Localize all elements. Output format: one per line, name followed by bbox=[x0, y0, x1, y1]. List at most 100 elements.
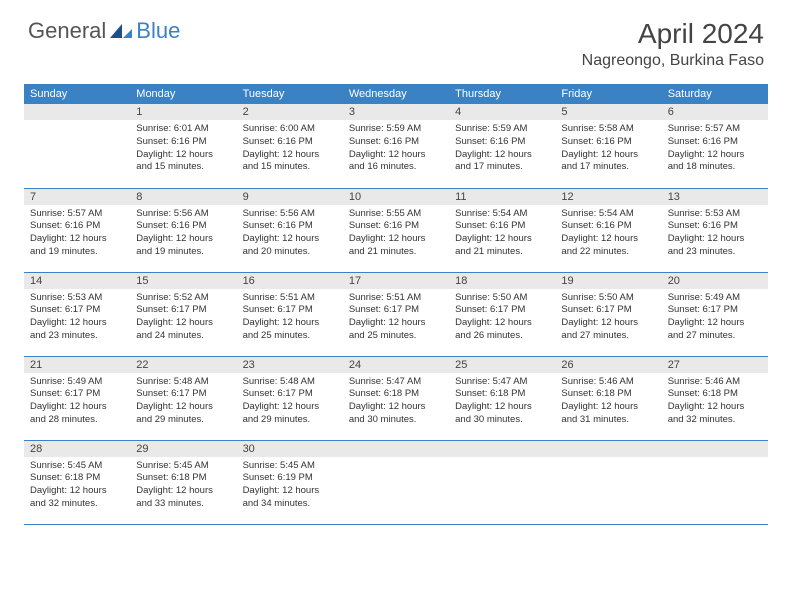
sunrise-line: Sunrise: 5:53 AM bbox=[30, 292, 124, 305]
sunset-line: Sunset: 6:17 PM bbox=[561, 304, 655, 317]
day-details: Sunrise: 5:57 AMSunset: 6:16 PMDaylight:… bbox=[24, 205, 130, 263]
sunset-line: Sunset: 6:16 PM bbox=[136, 136, 230, 149]
day-number: 15 bbox=[130, 273, 236, 289]
day-cell: 13Sunrise: 5:53 AMSunset: 6:16 PMDayligh… bbox=[662, 188, 768, 272]
day-cell: 18Sunrise: 5:50 AMSunset: 6:17 PMDayligh… bbox=[449, 272, 555, 356]
day-header: Sunday bbox=[24, 84, 130, 104]
sunset-line: Sunset: 6:16 PM bbox=[243, 220, 337, 233]
day-details: Sunrise: 5:50 AMSunset: 6:17 PMDaylight:… bbox=[555, 289, 661, 347]
daylight-line: Daylight: 12 hours and 19 minutes. bbox=[30, 233, 124, 259]
daylight-line: Daylight: 12 hours and 24 minutes. bbox=[136, 317, 230, 343]
day-cell: 20Sunrise: 5:49 AMSunset: 6:17 PMDayligh… bbox=[662, 272, 768, 356]
daylight-line: Daylight: 12 hours and 25 minutes. bbox=[349, 317, 443, 343]
sunset-line: Sunset: 6:16 PM bbox=[30, 220, 124, 233]
day-cell: 25Sunrise: 5:47 AMSunset: 6:18 PMDayligh… bbox=[449, 356, 555, 440]
sunrise-line: Sunrise: 6:00 AM bbox=[243, 123, 337, 136]
day-number: 21 bbox=[24, 357, 130, 373]
day-details: Sunrise: 5:46 AMSunset: 6:18 PMDaylight:… bbox=[555, 373, 661, 431]
sunrise-line: Sunrise: 6:01 AM bbox=[136, 123, 230, 136]
day-number: 19 bbox=[555, 273, 661, 289]
sunrise-line: Sunrise: 5:47 AM bbox=[455, 376, 549, 389]
daylight-line: Daylight: 12 hours and 20 minutes. bbox=[243, 233, 337, 259]
sunrise-line: Sunrise: 5:50 AM bbox=[561, 292, 655, 305]
day-cell: 15 Sunrise: 5:52 AMSunset: 6:17 PMDayligh… bbox=[130, 272, 236, 356]
daylight-line: Daylight: 12 hours and 17 minutes. bbox=[561, 149, 655, 175]
day-cell: 11Sunrise: 5:54 AMSunset: 6:16 PMDayligh… bbox=[449, 188, 555, 272]
sunset-line: Sunset: 6:16 PM bbox=[561, 220, 655, 233]
day-number: 6 bbox=[662, 104, 768, 120]
sunset-line: Sunset: 6:17 PM bbox=[243, 304, 337, 317]
day-cell: 2Sunrise: 6:00 AMSunset: 6:16 PMDaylight… bbox=[237, 104, 343, 188]
day-number bbox=[24, 104, 130, 120]
sunset-line: Sunset: 6:16 PM bbox=[668, 220, 762, 233]
day-header: Thursday bbox=[449, 84, 555, 104]
day-header: Monday bbox=[130, 84, 236, 104]
empty-cell bbox=[24, 104, 130, 188]
day-cell: 5Sunrise: 5:58 AMSunset: 6:16 PMDaylight… bbox=[555, 104, 661, 188]
day-number: 20 bbox=[662, 273, 768, 289]
day-number: 9 bbox=[237, 189, 343, 205]
week-row: 28Sunrise: 5:45 AMSunset: 6:18 PMDayligh… bbox=[24, 440, 768, 524]
day-cell: 14Sunrise: 5:53 AMSunset: 6:17 PMDayligh… bbox=[24, 272, 130, 356]
daylight-line: Daylight: 12 hours and 21 minutes. bbox=[455, 233, 549, 259]
sunrise-line: Sunrise: 5:59 AM bbox=[349, 123, 443, 136]
day-details: Sunrise: 5:50 AMSunset: 6:17 PMDaylight:… bbox=[449, 289, 555, 347]
sunrise-line: Sunrise: 5:54 AM bbox=[455, 208, 549, 221]
week-row: 1Sunrise: 6:01 AMSunset: 6:16 PMDaylight… bbox=[24, 104, 768, 188]
day-header-row: SundayMondayTuesdayWednesdayThursdayFrid… bbox=[24, 84, 768, 104]
day-number: 3 bbox=[343, 104, 449, 120]
week-row: 7Sunrise: 5:57 AMSunset: 6:16 PMDaylight… bbox=[24, 188, 768, 272]
day-cell: 17Sunrise: 5:51 AMSunset: 6:17 PMDayligh… bbox=[343, 272, 449, 356]
sunrise-line: Sunrise: 5:53 AM bbox=[668, 208, 762, 221]
daylight-line: Daylight: 12 hours and 32 minutes. bbox=[668, 401, 762, 427]
sunrise-line: Sunrise: 5:52 AM bbox=[136, 292, 230, 305]
day-header: Wednesday bbox=[343, 84, 449, 104]
sunset-line: Sunset: 6:16 PM bbox=[561, 136, 655, 149]
day-number: 27 bbox=[662, 357, 768, 373]
day-number: 24 bbox=[343, 357, 449, 373]
sunrise-line: Sunrise: 5:51 AM bbox=[243, 292, 337, 305]
day-details: Sunrise: 5:49 AMSunset: 6:17 PMDaylight:… bbox=[662, 289, 768, 347]
day-number: 23 bbox=[237, 357, 343, 373]
sunrise-line: Sunrise: 5:57 AM bbox=[30, 208, 124, 221]
daylight-line: Daylight: 12 hours and 23 minutes. bbox=[30, 317, 124, 343]
day-details: Sunrise: 5:53 AMSunset: 6:16 PMDaylight:… bbox=[662, 205, 768, 263]
day-details: Sunrise: 5:54 AMSunset: 6:16 PMDaylight:… bbox=[555, 205, 661, 263]
sunset-line: Sunset: 6:17 PM bbox=[455, 304, 549, 317]
day-details: Sunrise: 5:57 AMSunset: 6:16 PMDaylight:… bbox=[662, 120, 768, 178]
day-details: Sunrise: 5:54 AMSunset: 6:16 PMDaylight:… bbox=[449, 205, 555, 263]
day-details: Sunrise: 5:48 AMSunset: 6:17 PMDaylight:… bbox=[237, 373, 343, 431]
sunrise-line: Sunrise: 5:55 AM bbox=[349, 208, 443, 221]
empty-cell bbox=[555, 440, 661, 524]
day-details: Sunrise: 5:49 AMSunset: 6:17 PMDaylight:… bbox=[24, 373, 130, 431]
daylight-line: Daylight: 12 hours and 34 minutes. bbox=[243, 485, 337, 511]
sunset-line: Sunset: 6:18 PM bbox=[30, 472, 124, 485]
day-number: 7 bbox=[24, 189, 130, 205]
daylight-line: Daylight: 12 hours and 26 minutes. bbox=[455, 317, 549, 343]
location-label: Nagreongo, Burkina Faso bbox=[582, 52, 764, 70]
day-cell: 10Sunrise: 5:55 AMSunset: 6:16 PMDayligh… bbox=[343, 188, 449, 272]
day-number: 16 bbox=[237, 273, 343, 289]
day-cell: 24Sunrise: 5:47 AMSunset: 6:18 PMDayligh… bbox=[343, 356, 449, 440]
sunset-line: Sunset: 6:17 PM bbox=[30, 388, 124, 401]
day-details: Sunrise: 5:58 AMSunset: 6:16 PMDaylight:… bbox=[555, 120, 661, 178]
sunset-line: Sunset: 6:16 PM bbox=[349, 220, 443, 233]
day-details: Sunrise: 5:53 AMSunset: 6:17 PMDaylight:… bbox=[24, 289, 130, 347]
day-cell: 4Sunrise: 5:59 AMSunset: 6:16 PMDaylight… bbox=[449, 104, 555, 188]
sunset-line: Sunset: 6:17 PM bbox=[136, 304, 230, 317]
empty-cell bbox=[343, 440, 449, 524]
sunrise-line: Sunrise: 5:49 AM bbox=[668, 292, 762, 305]
day-details: Sunrise: 5:47 AMSunset: 6:18 PMDaylight:… bbox=[343, 373, 449, 431]
day-details: Sunrise: 5:46 AMSunset: 6:18 PMDaylight:… bbox=[662, 373, 768, 431]
day-details: Sunrise: 5:51 AMSunset: 6:17 PMDaylight:… bbox=[237, 289, 343, 347]
day-details: Sunrise: 5:45 AMSunset: 6:19 PMDaylight:… bbox=[237, 457, 343, 515]
day-number: 17 bbox=[343, 273, 449, 289]
day-cell: 22Sunrise: 5:48 AMSunset: 6:17 PMDayligh… bbox=[130, 356, 236, 440]
day-cell: 9Sunrise: 5:56 AMSunset: 6:16 PMDaylight… bbox=[237, 188, 343, 272]
sunset-line: Sunset: 6:16 PM bbox=[668, 136, 762, 149]
day-details: Sunrise: 6:01 AMSunset: 6:16 PMDaylight:… bbox=[130, 120, 236, 178]
day-cell: 1Sunrise: 6:01 AMSunset: 6:16 PMDaylight… bbox=[130, 104, 236, 188]
day-details: Sunrise: 5:47 AMSunset: 6:18 PMDaylight:… bbox=[449, 373, 555, 431]
sunset-line: Sunset: 6:17 PM bbox=[668, 304, 762, 317]
sunrise-line: Sunrise: 5:48 AM bbox=[243, 376, 337, 389]
